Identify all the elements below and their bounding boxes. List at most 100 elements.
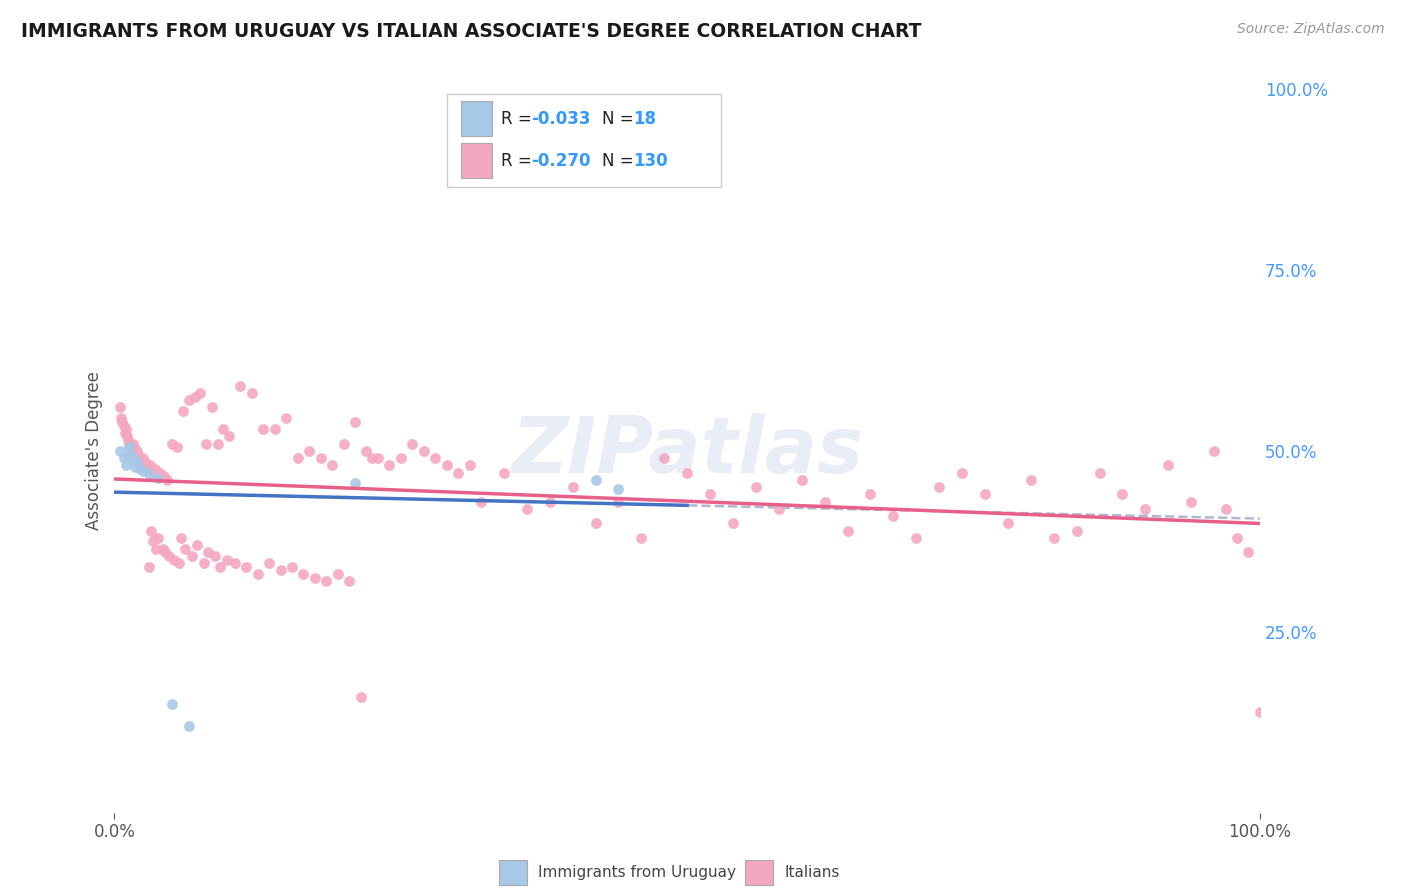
Point bbox=[138, 467, 160, 481]
Point bbox=[745, 480, 768, 494]
Point bbox=[470, 494, 492, 508]
Point bbox=[538, 494, 561, 508]
Point bbox=[160, 698, 183, 712]
Point bbox=[146, 471, 169, 485]
Point bbox=[1202, 443, 1225, 458]
Text: R =: R = bbox=[501, 110, 537, 128]
Point bbox=[201, 401, 224, 415]
Point bbox=[378, 458, 401, 473]
Point bbox=[181, 549, 204, 563]
Point bbox=[127, 443, 149, 458]
Point bbox=[108, 443, 131, 458]
Point bbox=[343, 476, 366, 491]
Point bbox=[218, 429, 240, 443]
Point bbox=[607, 482, 630, 496]
Point bbox=[1226, 531, 1249, 545]
Point bbox=[974, 487, 997, 501]
Point bbox=[121, 450, 143, 464]
Point bbox=[115, 422, 138, 436]
Point bbox=[110, 411, 132, 425]
Point bbox=[235, 559, 257, 574]
Point bbox=[281, 559, 304, 574]
Point bbox=[332, 436, 354, 450]
Point bbox=[607, 494, 630, 508]
Point bbox=[837, 524, 859, 538]
Point bbox=[229, 378, 252, 392]
Point bbox=[146, 469, 169, 483]
Point bbox=[139, 524, 162, 538]
Point bbox=[298, 443, 321, 458]
Point bbox=[813, 494, 835, 508]
Point bbox=[458, 458, 481, 473]
Text: Immigrants from Uruguay: Immigrants from Uruguay bbox=[538, 865, 737, 880]
Point bbox=[350, 690, 373, 704]
Point bbox=[188, 386, 211, 401]
Point bbox=[337, 574, 360, 589]
Point bbox=[115, 458, 138, 473]
Point bbox=[1111, 487, 1133, 501]
Point bbox=[1249, 705, 1271, 719]
Point bbox=[224, 556, 246, 570]
Point bbox=[423, 451, 446, 466]
Point bbox=[905, 531, 928, 545]
Text: -0.033: -0.033 bbox=[531, 110, 591, 128]
Point bbox=[401, 436, 423, 450]
Point bbox=[207, 436, 229, 450]
Point bbox=[585, 473, 607, 487]
Point bbox=[208, 559, 231, 574]
Text: N =: N = bbox=[602, 152, 638, 169]
Point bbox=[177, 393, 200, 408]
Point bbox=[167, 556, 190, 570]
Point bbox=[882, 509, 904, 524]
Text: 18: 18 bbox=[633, 110, 655, 128]
Point bbox=[139, 458, 162, 473]
Point bbox=[121, 452, 143, 467]
Point bbox=[516, 501, 538, 516]
Point bbox=[326, 566, 349, 581]
Point bbox=[630, 531, 652, 545]
Point bbox=[1157, 458, 1180, 473]
Point bbox=[111, 415, 134, 429]
Point bbox=[149, 466, 172, 480]
Point bbox=[160, 436, 183, 450]
Point bbox=[343, 415, 366, 429]
Point bbox=[152, 541, 174, 556]
Point bbox=[127, 455, 149, 469]
Point bbox=[561, 480, 583, 494]
Point bbox=[186, 538, 208, 552]
Text: Italians: Italians bbox=[785, 865, 839, 880]
Point bbox=[120, 440, 142, 454]
Point bbox=[356, 443, 378, 458]
Text: ZIPatlas: ZIPatlas bbox=[510, 413, 863, 489]
Point bbox=[170, 531, 193, 545]
Point bbox=[270, 563, 292, 577]
Point bbox=[276, 411, 298, 425]
Text: -0.270: -0.270 bbox=[531, 152, 591, 169]
Point bbox=[118, 436, 141, 450]
Point bbox=[143, 462, 166, 476]
Point bbox=[124, 459, 146, 474]
Point bbox=[246, 566, 269, 581]
Point bbox=[1088, 466, 1111, 480]
Point bbox=[112, 418, 135, 433]
Point bbox=[1019, 473, 1042, 487]
Point bbox=[304, 571, 326, 585]
Point bbox=[389, 451, 412, 466]
Point bbox=[163, 552, 186, 566]
Point bbox=[142, 534, 165, 549]
Point bbox=[1135, 501, 1157, 516]
Point bbox=[652, 451, 675, 466]
Y-axis label: Associate's Degree: Associate's Degree bbox=[86, 371, 103, 531]
Point bbox=[118, 440, 141, 454]
Point bbox=[412, 443, 434, 458]
Text: 130: 130 bbox=[633, 152, 668, 169]
Point bbox=[145, 541, 167, 556]
Point bbox=[197, 545, 219, 559]
Point bbox=[292, 566, 315, 581]
Point bbox=[257, 556, 280, 570]
Point bbox=[585, 516, 607, 531]
Point bbox=[117, 433, 139, 447]
Point bbox=[114, 425, 136, 440]
Point bbox=[1066, 524, 1088, 538]
Text: N =: N = bbox=[602, 110, 638, 128]
